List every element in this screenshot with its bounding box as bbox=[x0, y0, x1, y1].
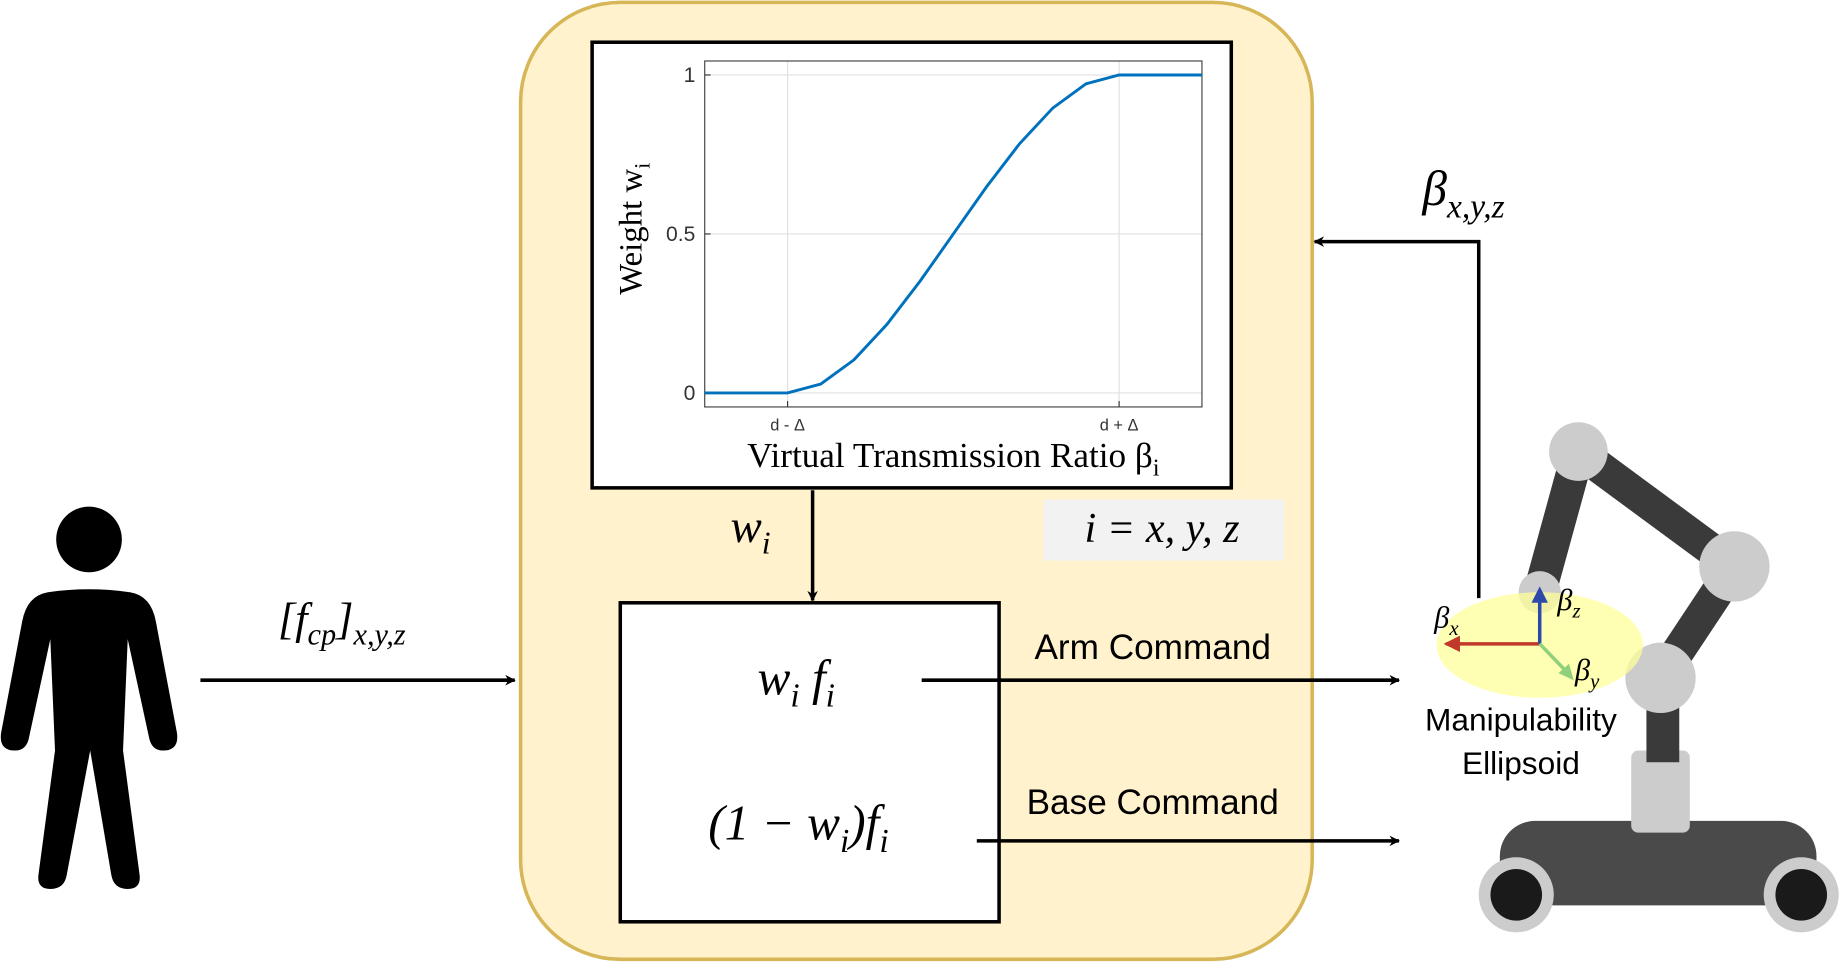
robot-icon bbox=[1436, 422, 1839, 933]
feedback-label: βx,y,z bbox=[1421, 161, 1504, 225]
y-axis-label: Weight wi bbox=[613, 163, 654, 295]
base-expression-part: )f bbox=[846, 796, 885, 851]
beta-z: βz bbox=[1556, 583, 1580, 623]
base-expression: (1 − wi)fi bbox=[708, 796, 888, 860]
y-tick-label: 0 bbox=[684, 382, 696, 405]
feedback-label-part: x,y,z bbox=[1446, 189, 1505, 226]
x-axis-label-part: Virtual Transmission Ratio β bbox=[747, 436, 1153, 475]
beta-y-part: β bbox=[1574, 653, 1591, 687]
input-label-part: x,y,z bbox=[353, 617, 406, 651]
x-tick-label: d - Δ bbox=[770, 416, 805, 434]
x-axis-label-part: i bbox=[1153, 456, 1160, 482]
beta-y-part: y bbox=[1588, 671, 1600, 693]
input-label-part: cp bbox=[308, 617, 337, 651]
curve bbox=[704, 73, 1202, 395]
weight-label: wi bbox=[731, 501, 771, 561]
beta-x-part: x bbox=[1448, 618, 1459, 640]
feedback-arrow bbox=[1313, 236, 1481, 599]
plot-frame bbox=[704, 60, 1203, 408]
index-note: i = x, y, z bbox=[1085, 505, 1240, 552]
human-icon bbox=[0, 506, 178, 889]
base-expression-part: (1 − w bbox=[708, 796, 840, 851]
arm-command: Arm Command bbox=[1034, 628, 1270, 667]
y-axis-label-part: i bbox=[630, 163, 655, 169]
beta-z-part: β bbox=[1556, 583, 1573, 617]
base-expression-part: i bbox=[879, 823, 888, 860]
input-label: [fcp]x,y,z bbox=[278, 593, 406, 651]
weight-label-part: i bbox=[762, 526, 771, 561]
arm-expression-part: i bbox=[790, 678, 799, 715]
arm-expression-part: i bbox=[826, 678, 835, 715]
y-tick-label: 1 bbox=[684, 64, 696, 87]
beta-z-part: z bbox=[1571, 600, 1580, 622]
base-command: Base Command bbox=[1027, 783, 1279, 822]
weight-label-part: w bbox=[731, 501, 762, 553]
base-expression-part: i bbox=[840, 823, 849, 860]
plot: 0 0.5 1 d - Δ d + Δ bbox=[666, 60, 1203, 434]
ellipsoid-label: Manipulability bbox=[1425, 702, 1617, 738]
input-label-part: [f bbox=[278, 593, 313, 643]
feedback-label-part: β bbox=[1421, 161, 1447, 216]
plot-box bbox=[590, 40, 1234, 490]
index-note-bg bbox=[1043, 499, 1285, 561]
x-axis-label: Virtual Transmission Ratio βi bbox=[747, 436, 1160, 482]
beta-y: βy bbox=[1574, 653, 1600, 693]
beta-x-part: β bbox=[1433, 600, 1450, 634]
input-label-part: ] bbox=[334, 593, 353, 643]
arm-expression-part: w bbox=[757, 650, 790, 705]
y-tick-label: 0.5 bbox=[666, 223, 695, 246]
beta-x: βx bbox=[1433, 600, 1459, 640]
split-box bbox=[618, 601, 1001, 924]
y-axis-label-part: Weight w bbox=[613, 169, 649, 295]
ellipsoid-label: Ellipsoid bbox=[1462, 745, 1580, 781]
x-tick-label: d + Δ bbox=[1100, 416, 1139, 434]
